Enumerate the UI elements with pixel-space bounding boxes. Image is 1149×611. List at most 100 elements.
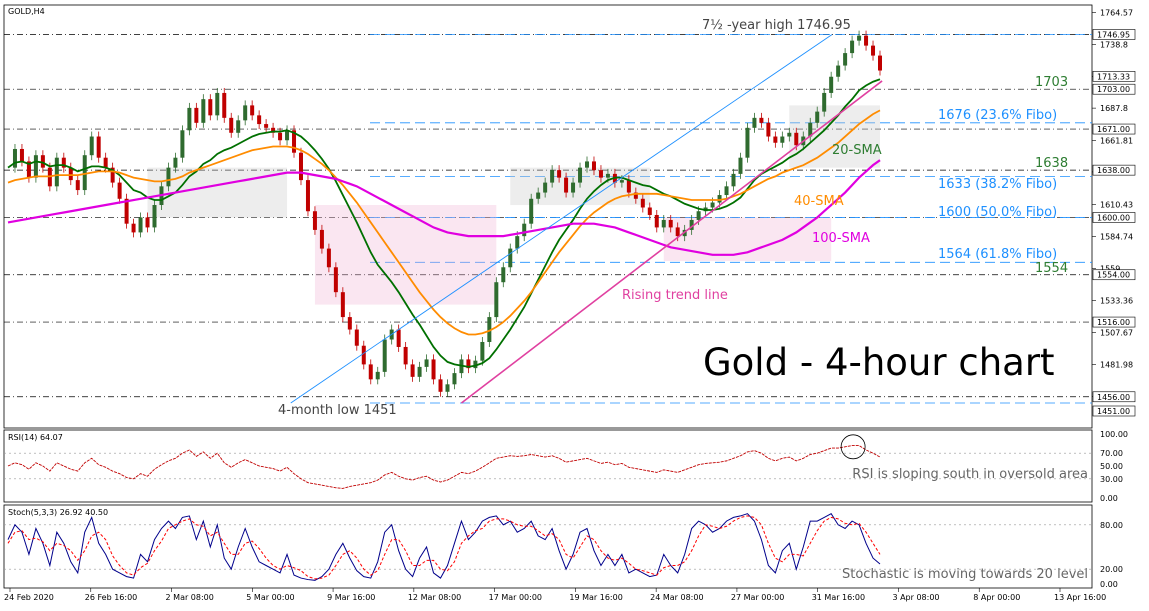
candle-body-109 [766,122,771,137]
rsi-highlight-circle [840,434,866,460]
x-tick-label-1: 26 Feb 16:00 [85,593,137,602]
x-tick-label-12: 8 Apr 00:00 [973,593,1020,602]
level-box-label-4: 1638.00 [1097,166,1130,175]
candle-body-91 [640,198,645,208]
candle-body-33 [236,120,241,133]
candle-body-29 [208,99,213,116]
level-box-label-1: 1713.33 [1097,72,1130,81]
candle-body-5 [40,155,45,168]
annot-sma40: 40-SMA [794,194,844,209]
candle-body-11 [82,155,87,191]
candle-body-40 [285,130,290,141]
stoch-line-0 [7,513,881,581]
series-sma20 [7,78,881,368]
stoch-line-1 [7,515,881,580]
candle-body-63 [445,384,450,392]
x-tick-label-0: 24 Feb 2020 [4,593,54,602]
candle-body-48 [340,292,345,318]
candle-body-71 [501,267,506,283]
series-sma40 [7,109,881,336]
annot-lvl_1638: 1638 [1035,156,1068,171]
candle-body-56 [396,329,401,347]
rsi-tick-0: 100.00 [1100,430,1128,439]
candle-body-2 [19,148,24,162]
candle-body-30 [215,92,220,116]
candle-body-51 [361,345,366,365]
y-tick-label-11: 1481.98 [1100,360,1133,369]
x-tick-label-5: 12 Mar 08:00 [408,593,461,602]
candle-body-59 [417,366,422,377]
annot-fibo_236: 1676 (23.6% Fibo) [938,108,1057,123]
candle-body-46 [326,248,331,268]
level-box-label-6: 1554.00 [1097,271,1130,280]
price-panel-frame [3,4,1093,429]
annot-fibo_618: 1564 (61.8% Fibo) [938,247,1057,262]
candle-body-94 [661,219,666,228]
candle-body-45 [319,229,324,249]
candle-body-118 [829,76,834,93]
rsi-panel-frame [3,429,1093,503]
candle-body-18 [131,223,136,233]
candle-body-12 [89,136,94,156]
candle-body-70 [494,282,499,318]
candle-body-54 [382,339,387,372]
candle-body-43 [305,180,310,212]
candle-body-64 [452,373,457,385]
level-box-label-0: 1746.95 [1097,30,1130,39]
annot-sma100: 100-SMA [812,231,870,246]
candle-body-122 [857,35,862,41]
level-box-5 [1092,212,1136,223]
candle-body-25 [180,130,185,158]
candle-body-4 [33,155,38,178]
candle-body-112 [787,132,792,137]
x-tick-label-9: 27 Mar 00:00 [731,593,784,602]
candle-body-62 [438,379,443,392]
candle-body-7 [54,157,59,187]
x-tick-label-7: 19 Mar 16:00 [569,593,622,602]
level-box-3 [1092,123,1136,135]
candle-body-85 [598,170,603,178]
level-box-label-2: 1703.00 [1097,85,1130,94]
annot-low: 4-month low 1451 [278,403,397,418]
level-box-0 [1092,29,1136,40]
candle-body-60 [424,359,429,367]
candle-body-88 [619,180,624,183]
candle-body-38 [271,127,276,133]
y-tick-label-0: 1764.57 [1100,9,1133,18]
candle-body-82 [578,167,583,183]
candle-body-68 [480,341,485,361]
candle-body-115 [808,122,813,137]
candle-body-14 [103,157,108,168]
candle-body-52 [368,364,373,380]
candle-body-32 [229,117,234,133]
price-axis: 1764.571738.81713.331687.81661.811636.57… [1092,9,1136,417]
candle-body-47 [333,267,338,293]
candle-body-20 [145,217,150,228]
candle-body-74 [522,223,527,237]
candle-body-69 [487,317,492,342]
candle-body-61 [431,359,436,380]
level-box-label-7: 1516.00 [1097,318,1130,327]
rsi-title: RSI(14) 64.07 [8,433,63,442]
annot-trend: Rising trend line [622,288,728,303]
level-box-6 [1092,269,1136,281]
level-box-label-9: 1451.00 [1097,407,1130,416]
price-levels [4,34,1092,404]
rsi-annotation: RSI is sloping south in oversold area [852,467,1088,482]
cloud-band-1 [314,205,497,305]
candle-body-50 [354,329,359,346]
time-axis: 24 Feb 2020 26 Feb 16:00 2 Mar 08:00 5 Mar … [4,588,1106,602]
candle-body-110 [773,136,778,143]
level-box-8 [1092,391,1136,403]
y-tick-label-3: 1687.8 [1100,104,1128,113]
level-box-label-8: 1456.00 [1097,393,1130,402]
x-tick-label-6: 17 Mar 00:00 [489,593,542,602]
x-tick-label-13: 13 Apr 16:00 [1054,593,1106,602]
candle-body-77 [543,182,548,193]
candle-body-57 [403,346,408,365]
candle-body-89 [626,180,631,193]
candle-body-106 [745,127,750,158]
candle-body-103 [724,186,729,196]
y-tick-label-9: 1533.36 [1100,296,1133,305]
